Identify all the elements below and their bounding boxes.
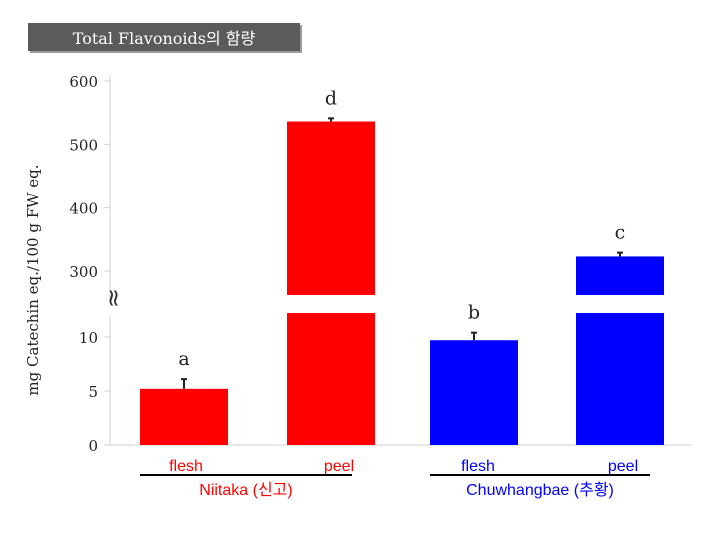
group-label: Chuwhangbae (추황) — [466, 481, 614, 499]
category-label: peel — [324, 458, 354, 475]
y-tick-label: 10 — [79, 329, 98, 347]
category-label: flesh — [461, 458, 495, 475]
y-tick-label: 400 — [69, 200, 98, 218]
group-label: Niitaka (신고) — [199, 481, 292, 499]
y-tick-label: 300 — [69, 263, 98, 281]
y-tick-label: 0 — [88, 437, 98, 455]
bar — [576, 256, 664, 295]
y-axis-label: mg Catechin eq./100 g FW eq. — [24, 164, 42, 395]
significance-label: b — [468, 302, 480, 324]
significance-label: d — [325, 87, 337, 109]
bar-lower-part — [576, 313, 664, 445]
bar-lower-part — [287, 313, 375, 445]
category-label: flesh — [169, 458, 203, 475]
y-tick-label: 500 — [69, 136, 98, 154]
bar — [140, 388, 228, 445]
y-tick-label: 5 — [88, 383, 98, 401]
chart-title: Total Flavonoids의 함량 — [28, 23, 300, 51]
category-label: peel — [608, 458, 638, 475]
significance-label: a — [178, 348, 189, 370]
bar — [287, 121, 375, 296]
y-tick-label: 600 — [69, 73, 98, 91]
axis-break-mark: ≈ — [100, 288, 128, 308]
bar — [430, 340, 518, 445]
significance-label: c — [615, 222, 626, 244]
